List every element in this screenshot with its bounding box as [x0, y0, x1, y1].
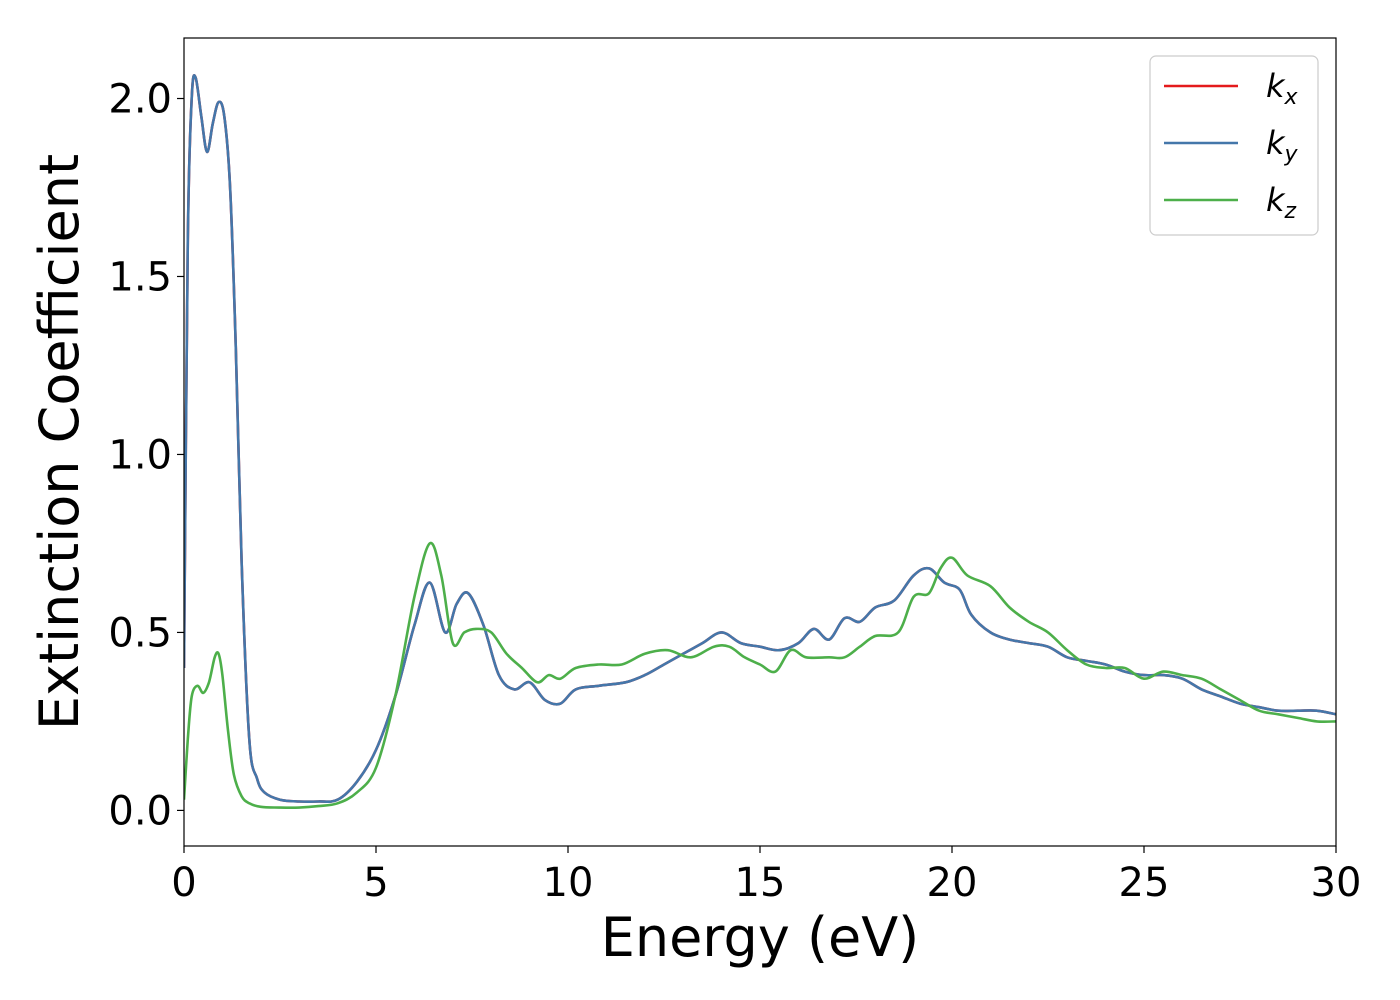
legend-label-base: k [1266, 67, 1286, 105]
y-tick-label: 0.5 [108, 610, 172, 656]
legend-label-base: k [1266, 181, 1286, 219]
legend-label-subscript: y [1284, 142, 1299, 167]
plot-area [184, 38, 1336, 846]
x-tick-label: 30 [1311, 860, 1362, 906]
x-tick-label: 10 [543, 860, 594, 906]
x-axis-title: Energy (eV) [601, 906, 920, 969]
x-tick-label: 20 [927, 860, 978, 906]
series-lines [184, 74, 1336, 810]
series-line-ky [184, 74, 1336, 804]
series-line-kz [184, 541, 1336, 810]
y-tick-label: 2.0 [108, 77, 172, 123]
y-tick-label: 1.0 [108, 432, 172, 478]
legend-label-kz: kz [1266, 181, 1297, 224]
y-tick-label: 1.5 [108, 254, 172, 300]
legend-label-subscript: x [1284, 85, 1299, 110]
y-axis-title: Extinction Coefficient [28, 154, 91, 730]
legend-box [1149, 55, 1319, 236]
legend-label-ky: ky [1266, 124, 1299, 167]
x-tick-label: 0 [171, 860, 196, 906]
legend-label-subscript: z [1284, 199, 1297, 224]
x-tick-label: 5 [363, 860, 388, 906]
x-tick-label: 15 [735, 860, 786, 906]
legend-label-kx: kx [1266, 67, 1299, 110]
x-tick-label: 25 [1119, 860, 1170, 906]
y-tick-label: 0.0 [108, 788, 172, 834]
x-axis-ticks: 0 5 10 15 20 25 30 [171, 846, 1361, 906]
legend-label-base: k [1266, 124, 1286, 162]
y-axis-ticks: 0.0 0.5 1.0 1.5 2.0 [108, 77, 184, 834]
